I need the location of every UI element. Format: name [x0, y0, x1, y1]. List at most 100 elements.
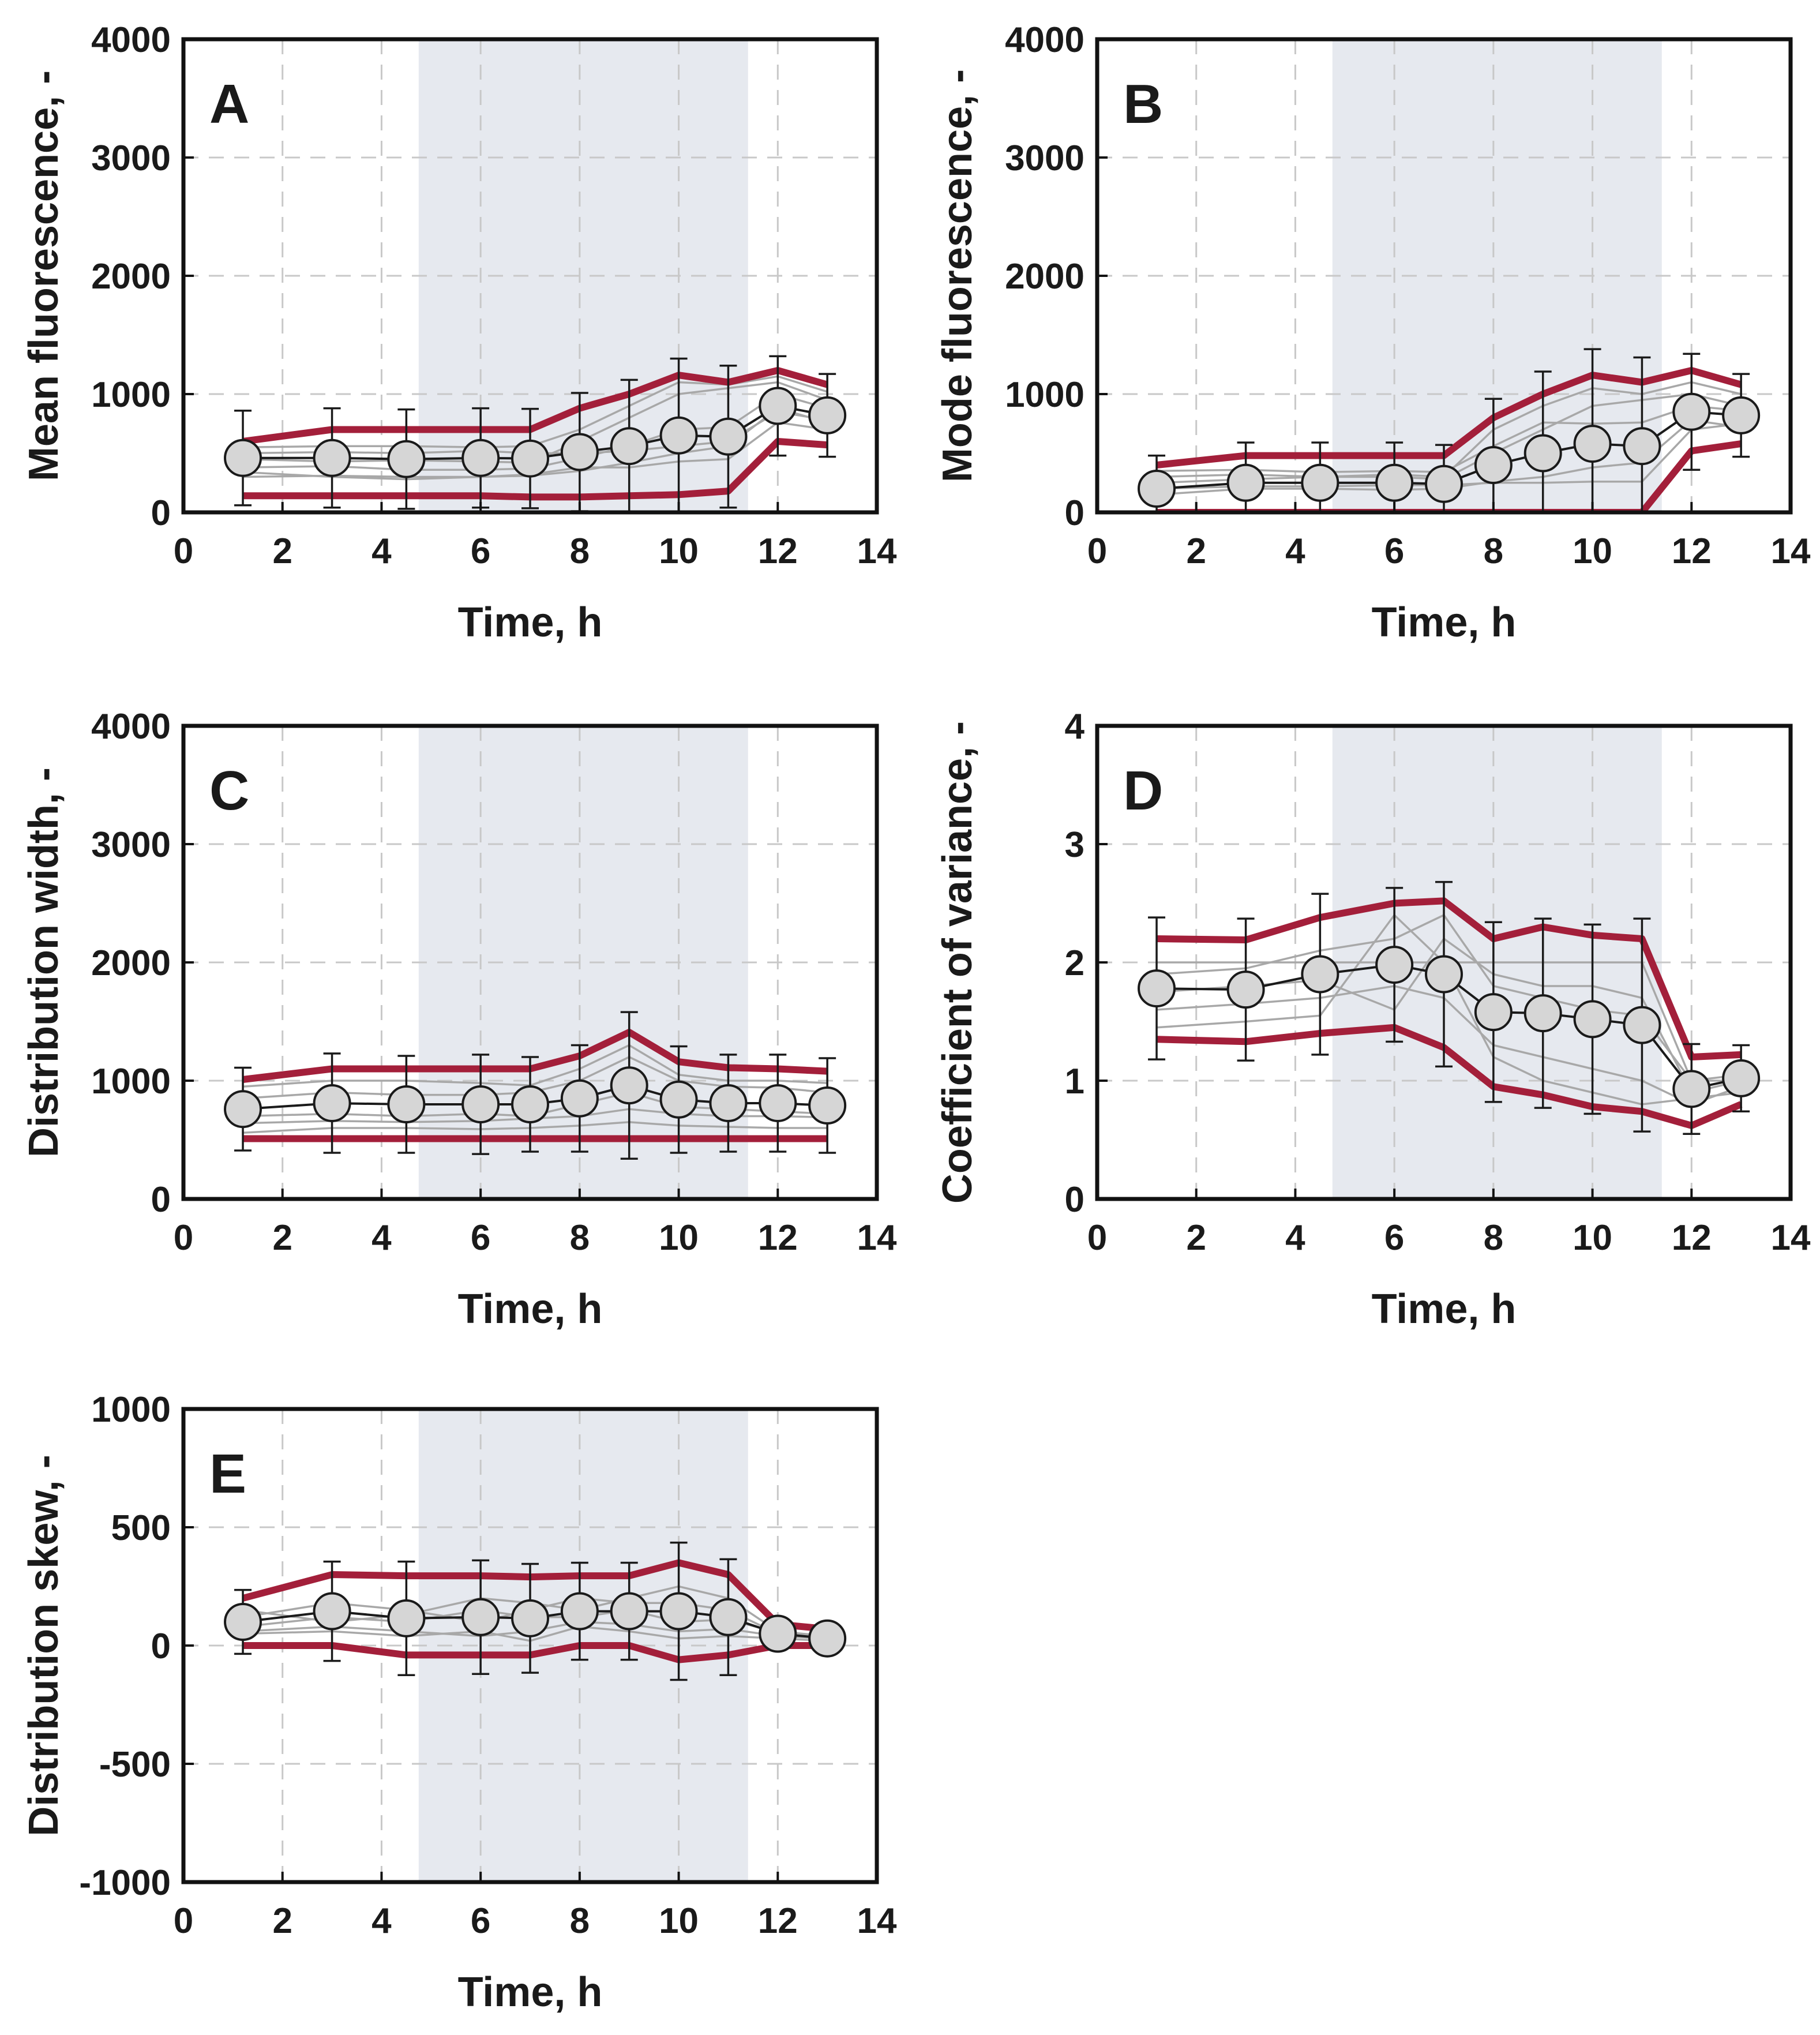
mean-marker	[1474, 993, 1513, 1032]
mean-marker	[1138, 470, 1176, 508]
mean-marker	[224, 439, 262, 477]
mean-marker	[1722, 396, 1761, 434]
y-axis-label: Mode fluorescence, -	[935, 69, 981, 482]
mean-marker	[1672, 1070, 1711, 1108]
x-tick-label: 12	[758, 1901, 798, 1941]
y-tick-label: 0	[151, 493, 171, 533]
y-tick-label: 0	[1065, 1180, 1085, 1220]
mean-marker	[461, 1085, 500, 1123]
y-axis-label: Mean fluorescence, -	[21, 70, 67, 481]
mean-marker	[610, 1066, 648, 1105]
mean-marker	[387, 440, 426, 478]
mean-marker	[313, 1592, 351, 1631]
y-tick-label: 4	[1065, 707, 1085, 747]
mean-marker	[759, 1084, 797, 1122]
y-tick-label: 2000	[91, 943, 171, 983]
mean-marker	[1226, 970, 1265, 1009]
mean-marker	[1523, 994, 1562, 1033]
x-tick-label: 10	[659, 1218, 699, 1258]
y-tick-label: 4000	[1005, 20, 1085, 60]
mean-marker	[808, 1086, 847, 1125]
x-tick-label: 4	[1285, 1218, 1305, 1258]
y-tick-label: 3000	[1005, 138, 1085, 178]
x-tick-label: 10	[659, 531, 699, 571]
y-tick-label: 1000	[91, 1390, 171, 1430]
mean-marker	[659, 1080, 698, 1119]
x-tick-label: 10	[1573, 1218, 1612, 1258]
y-tick-label: 500	[111, 1508, 171, 1548]
y-tick-label: -1000	[79, 1863, 171, 1903]
mean-marker	[659, 416, 698, 455]
mean-marker	[659, 1592, 698, 1631]
mean-marker	[1226, 463, 1265, 502]
x-axis-label: Time, h	[458, 599, 603, 646]
mean-marker	[1523, 434, 1562, 473]
panel-label: A	[209, 73, 249, 135]
mean-marker	[387, 1599, 426, 1637]
mean-marker	[1573, 425, 1612, 463]
x-tick-label: 14	[857, 1901, 897, 1941]
x-axis-label: Time, h	[458, 1286, 603, 1332]
x-tick-label: 4	[371, 1901, 392, 1941]
mean-marker	[511, 1085, 549, 1123]
y-tick-label: 2	[1065, 943, 1085, 983]
y-axis-label: Distribution width, -	[21, 767, 67, 1157]
x-tick-label: 4	[371, 531, 392, 571]
y-tick-label: 4000	[91, 707, 171, 747]
mean-marker	[1425, 955, 1463, 994]
y-tick-label: 1000	[1005, 375, 1085, 415]
panel-label: D	[1123, 760, 1163, 822]
mean-marker	[511, 1599, 549, 1637]
panel-c: 0 2 4 6 8 10 12 14 0 1000 2000 3000 4000 Time, h Distr…	[21, 707, 897, 1332]
y-tick-label: 4000	[91, 20, 171, 60]
mean-marker	[709, 1084, 748, 1122]
mean-marker	[224, 1603, 262, 1641]
x-axis-label: Time, h	[1372, 599, 1517, 646]
mean-marker	[709, 1598, 748, 1636]
x-tick-label: 0	[1087, 531, 1107, 571]
x-tick-label: 8	[570, 1218, 590, 1258]
y-tick-label: 1	[1065, 1062, 1085, 1101]
mean-marker	[808, 1619, 847, 1658]
y-tick-label: 1000	[91, 1062, 171, 1101]
x-tick-label: 4	[1285, 531, 1305, 571]
mean-marker	[1301, 955, 1339, 994]
x-tick-label: 2	[1186, 531, 1206, 571]
x-tick-label: 2	[272, 531, 292, 571]
x-tick-label: 0	[1087, 1218, 1107, 1258]
x-tick-label: 8	[1484, 531, 1503, 571]
mean-marker	[313, 1084, 351, 1122]
x-tick-label: 0	[174, 1218, 193, 1258]
y-tick-label: 0	[151, 1180, 171, 1220]
mean-marker	[759, 387, 797, 425]
mean-marker	[560, 1592, 599, 1631]
mean-marker	[560, 433, 599, 471]
x-tick-label: 2	[272, 1218, 292, 1258]
mean-marker	[1573, 1000, 1612, 1039]
y-tick-label: 3000	[91, 138, 171, 178]
x-tick-label: 14	[1771, 531, 1811, 571]
y-tick-label: 0	[151, 1626, 171, 1666]
mean-marker	[1375, 463, 1414, 502]
mean-marker	[1623, 427, 1661, 466]
lower-envelope-line	[1157, 440, 1742, 512]
mean-marker	[1375, 946, 1414, 984]
x-tick-label: 6	[1384, 1218, 1404, 1258]
mean-marker	[1722, 1059, 1761, 1097]
y-tick-label: 3000	[91, 825, 171, 865]
x-tick-label: 12	[758, 1218, 798, 1258]
y-tick-label: 3	[1065, 825, 1085, 865]
x-tick-label: 0	[174, 1901, 193, 1941]
x-tick-label: 12	[1672, 1218, 1712, 1258]
mean-marker	[1301, 463, 1339, 502]
x-tick-label: 0	[174, 531, 193, 571]
mean-marker	[1474, 446, 1513, 484]
mean-marker	[610, 1592, 648, 1631]
x-tick-label: 10	[1573, 531, 1612, 571]
plot-area	[1097, 39, 1791, 512]
mean-marker	[224, 1090, 262, 1129]
mean-marker	[511, 439, 549, 478]
x-tick-label: 8	[570, 1901, 590, 1941]
